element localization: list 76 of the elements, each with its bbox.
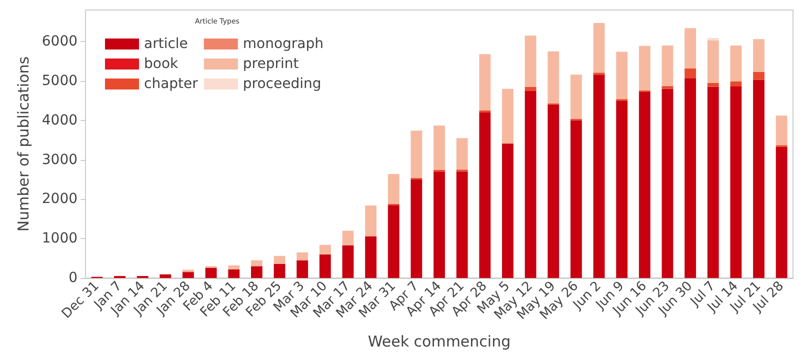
bar bbox=[548, 104, 560, 278]
bar bbox=[388, 174, 400, 204]
bar bbox=[707, 86, 719, 278]
bar bbox=[684, 78, 696, 278]
bar bbox=[342, 230, 354, 246]
bar bbox=[182, 272, 194, 278]
bar bbox=[502, 144, 514, 278]
bar bbox=[753, 80, 764, 278]
bar bbox=[160, 274, 172, 278]
bar bbox=[456, 138, 468, 170]
legend-label: monograph bbox=[242, 36, 324, 52]
bar bbox=[776, 116, 788, 146]
bar bbox=[730, 81, 742, 86]
y-tick-label: 3000 bbox=[42, 152, 78, 168]
y-tick-label: 2000 bbox=[42, 191, 78, 208]
x-axis-title: Week commencing bbox=[368, 332, 511, 350]
bar bbox=[274, 264, 286, 278]
legend-label: book bbox=[144, 56, 180, 72]
y-tick-label: 5000 bbox=[42, 72, 78, 89]
bar bbox=[205, 268, 217, 278]
bar bbox=[753, 72, 764, 80]
bar bbox=[684, 68, 696, 78]
bar bbox=[274, 256, 286, 264]
bar bbox=[319, 244, 331, 254]
bar bbox=[479, 54, 491, 110]
bar bbox=[410, 179, 422, 278]
legend-label: preprint bbox=[242, 56, 300, 72]
bar bbox=[342, 245, 354, 278]
bar bbox=[434, 125, 445, 170]
y-tick-label: 6000 bbox=[42, 34, 78, 50]
bar bbox=[616, 100, 628, 278]
legend-label: chapter bbox=[144, 76, 198, 92]
bar bbox=[593, 75, 605, 278]
bar bbox=[707, 38, 719, 40]
bar bbox=[548, 51, 560, 104]
bar bbox=[730, 45, 742, 82]
bar bbox=[250, 260, 262, 266]
bar bbox=[776, 146, 788, 278]
bar bbox=[524, 36, 536, 87]
bar bbox=[365, 205, 377, 236]
bar bbox=[753, 39, 764, 72]
bar bbox=[593, 23, 605, 73]
bar bbox=[684, 28, 696, 68]
bar bbox=[410, 130, 422, 178]
y-tick-label: 0 bbox=[68, 270, 78, 286]
bar bbox=[250, 266, 262, 278]
bar bbox=[388, 205, 400, 278]
bar bbox=[638, 92, 650, 278]
legend-label: proceeding bbox=[242, 76, 322, 92]
bar bbox=[570, 74, 582, 119]
bar bbox=[228, 265, 240, 270]
bar bbox=[638, 46, 650, 90]
bar bbox=[707, 82, 719, 87]
bar bbox=[662, 45, 674, 86]
bar bbox=[616, 52, 628, 100]
bar bbox=[434, 172, 445, 278]
bar bbox=[502, 88, 514, 144]
bar bbox=[479, 112, 491, 278]
bar bbox=[662, 88, 674, 278]
bar bbox=[296, 252, 308, 260]
bar bbox=[319, 254, 331, 278]
bar bbox=[593, 72, 605, 76]
bar bbox=[456, 172, 468, 278]
y-axis-title: Number of publications bbox=[14, 56, 32, 232]
bar bbox=[524, 90, 536, 278]
bar bbox=[296, 260, 308, 278]
bar bbox=[228, 269, 240, 278]
bar bbox=[730, 86, 742, 278]
bar bbox=[365, 236, 377, 278]
bar bbox=[570, 120, 582, 278]
bar bbox=[662, 86, 674, 89]
bar bbox=[707, 40, 719, 83]
bar bbox=[524, 86, 536, 91]
y-tick-label: 1000 bbox=[42, 230, 78, 247]
legend-label: article bbox=[144, 36, 188, 52]
y-tick-label: 4000 bbox=[42, 112, 78, 128]
